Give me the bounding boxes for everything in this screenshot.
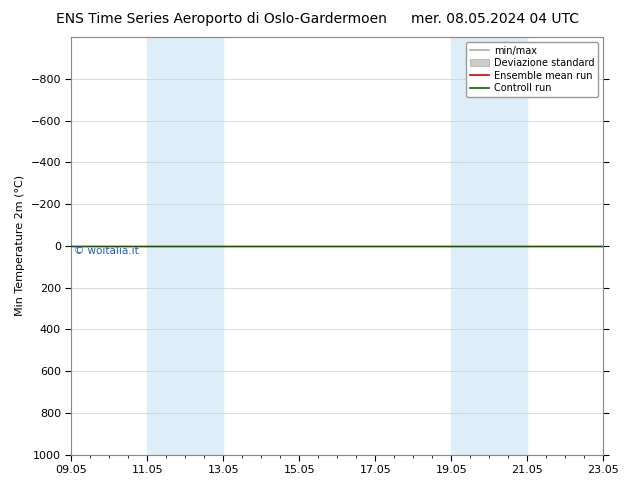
Legend: min/max, Deviazione standard, Ensemble mean run, Controll run: min/max, Deviazione standard, Ensemble m… <box>466 42 598 97</box>
Y-axis label: Min Temperature 2m (°C): Min Temperature 2m (°C) <box>15 175 25 317</box>
Bar <box>451 37 527 455</box>
Text: ENS Time Series Aeroporto di Oslo-Gardermoen: ENS Time Series Aeroporto di Oslo-Garder… <box>56 12 387 26</box>
Bar <box>148 37 223 455</box>
Text: © woitalia.it: © woitalia.it <box>74 246 139 256</box>
Text: mer. 08.05.2024 04 UTC: mer. 08.05.2024 04 UTC <box>411 12 578 26</box>
